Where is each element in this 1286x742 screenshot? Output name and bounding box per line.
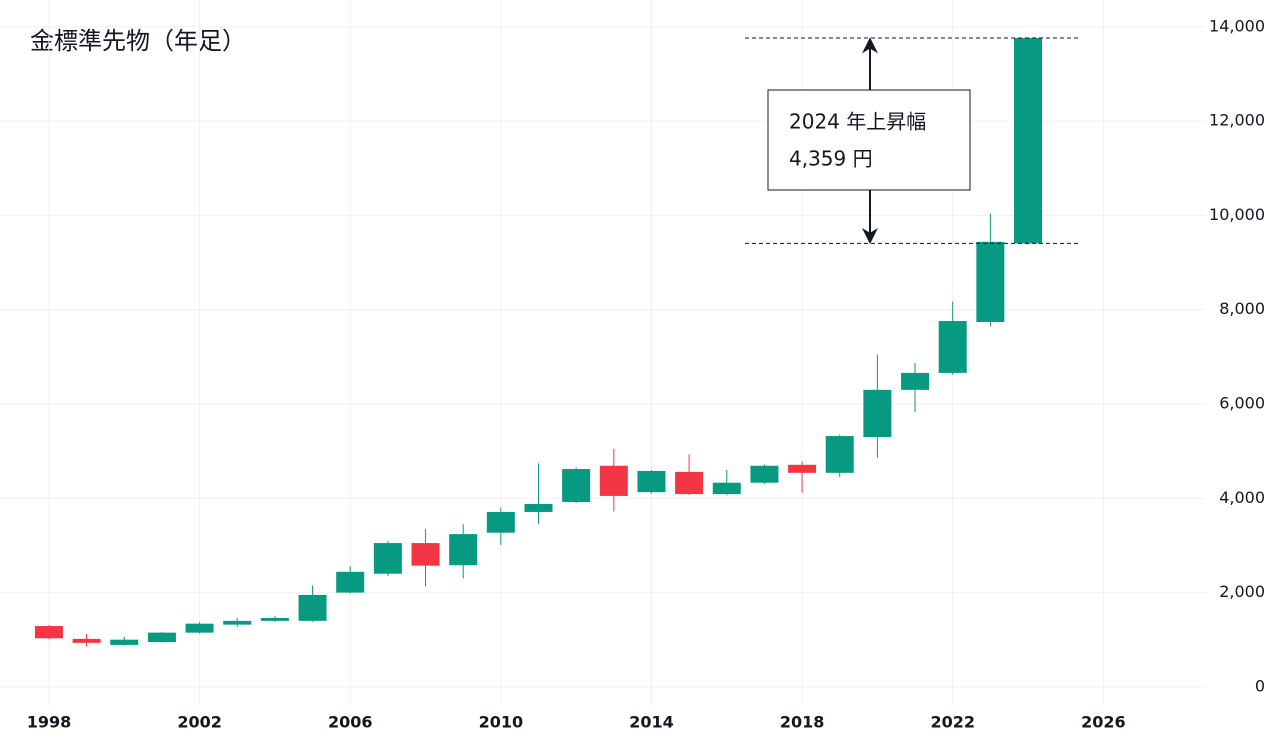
candle-body	[712, 482, 741, 495]
y-tick-label: 4,000	[1219, 488, 1265, 507]
candle-body	[298, 594, 327, 621]
y-tick-label: 12,000	[1209, 111, 1265, 130]
candle-body	[599, 465, 628, 496]
candle-body	[863, 389, 892, 437]
x-tick-label: 1998	[27, 713, 72, 732]
x-tick-label: 2010	[479, 713, 524, 732]
candle-body	[34, 626, 63, 639]
y-tick-label: 6,000	[1219, 393, 1265, 412]
candle-body	[147, 632, 176, 643]
y-tick-label: 14,000	[1209, 16, 1265, 35]
candle-body	[562, 469, 591, 503]
y-tick-label: 10,000	[1209, 205, 1265, 224]
candle-body	[72, 638, 101, 643]
candle-body	[825, 436, 854, 473]
x-tick-label: 2002	[177, 713, 222, 732]
chart-title: 金標準先物（年足）	[30, 27, 246, 55]
candle-body	[976, 241, 1005, 322]
candle-body	[788, 464, 817, 473]
x-tick-label: 2026	[1081, 713, 1126, 732]
candle-body	[750, 465, 779, 483]
x-tick-label: 2006	[328, 713, 373, 732]
candle-body	[486, 511, 515, 533]
candle-body	[1014, 37, 1043, 244]
candle-body	[675, 471, 704, 495]
candle-body	[938, 321, 967, 373]
candle-body	[411, 543, 440, 566]
y-tick-label: 8,000	[1219, 299, 1265, 318]
y-tick-label: 2,000	[1219, 582, 1265, 601]
grid	[0, 0, 1205, 705]
candle-body	[110, 639, 139, 645]
annotation-text: 4,359 円	[789, 147, 873, 171]
candle-body	[901, 372, 930, 390]
candle-body	[637, 470, 666, 493]
x-tick-label: 2018	[780, 713, 825, 732]
x-tick-label: 2014	[629, 713, 674, 732]
candle-body	[336, 571, 365, 593]
x-tick-label: 2022	[930, 713, 975, 732]
candle-body	[260, 618, 289, 621]
candle-body	[373, 543, 402, 574]
annotation-text: 2024 年上昇幅	[789, 110, 926, 134]
candle-body	[524, 503, 553, 512]
candle-body	[185, 623, 214, 633]
candle-body	[223, 620, 252, 625]
y-tick-label: 0	[1255, 676, 1265, 695]
candle-body	[449, 534, 478, 566]
annotation-box	[767, 89, 971, 191]
